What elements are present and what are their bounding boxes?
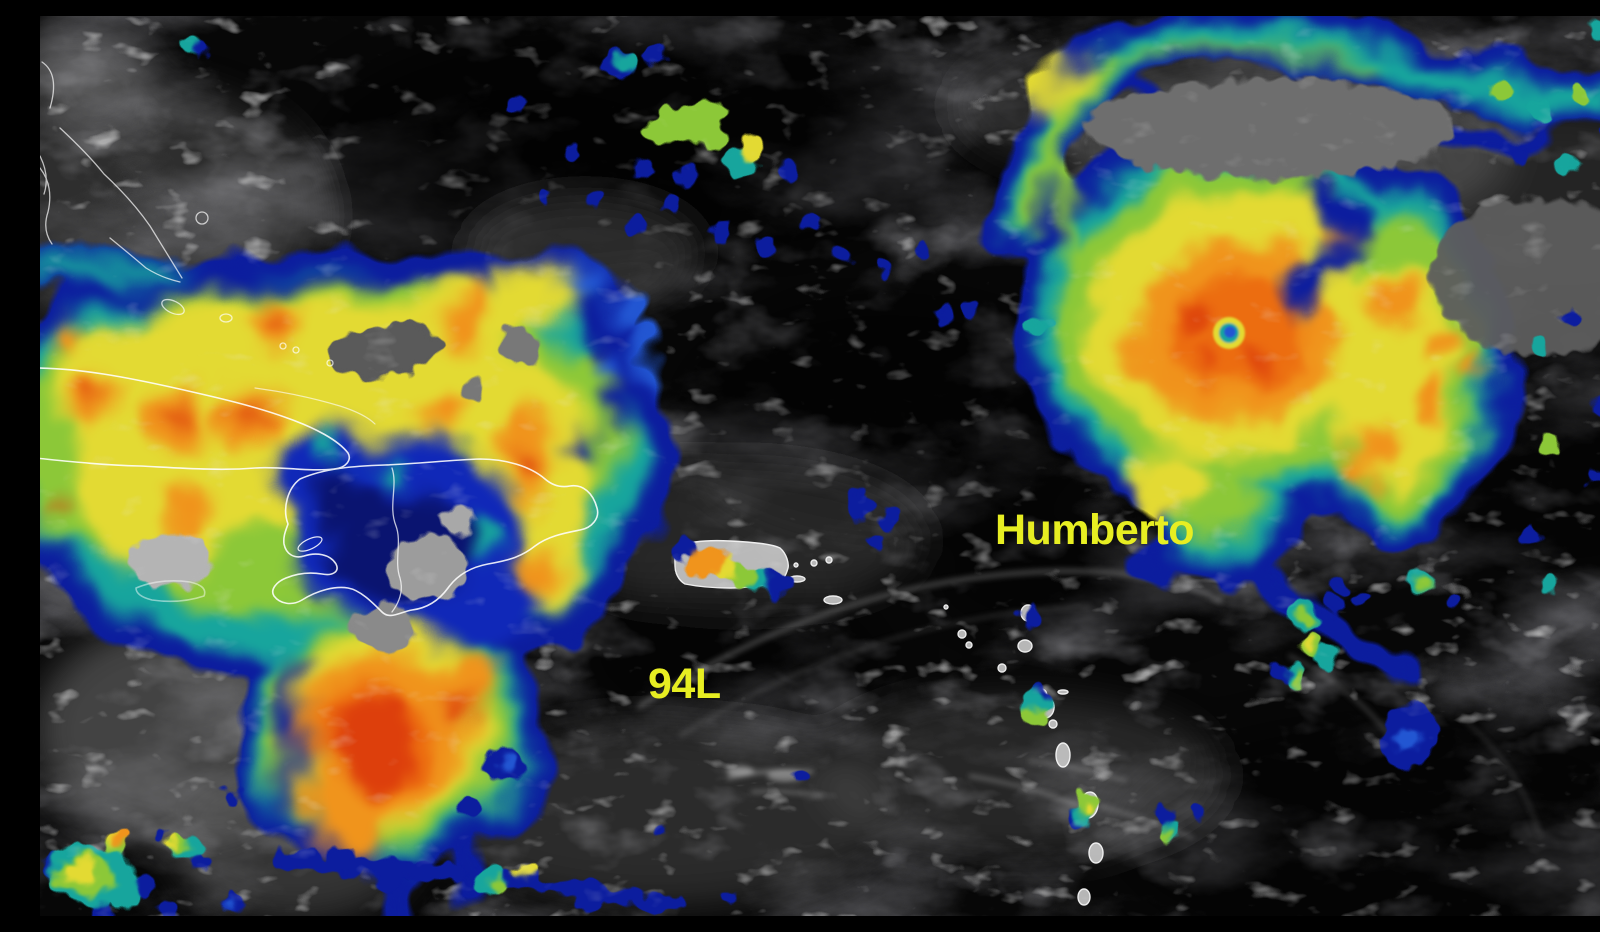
storm-label-94l: 94L [648,660,721,708]
jamaica-coastline [135,580,206,603]
hispaniola-coastline [271,458,599,617]
coastlines [40,61,599,617]
storm-label-humberto: Humberto [995,506,1194,554]
texture-overlay [40,16,1600,916]
satellite-canvas: Humberto 94L [40,16,1600,916]
cuba-coastline [40,367,350,471]
satellite-image: Humberto 94L [40,16,1600,916]
haiti-dr-border [391,467,402,613]
cuba-keys [254,387,376,425]
gonave-island [297,536,323,552]
bahamas-coastlines [40,61,334,367]
hurricane-eye [1213,317,1245,349]
